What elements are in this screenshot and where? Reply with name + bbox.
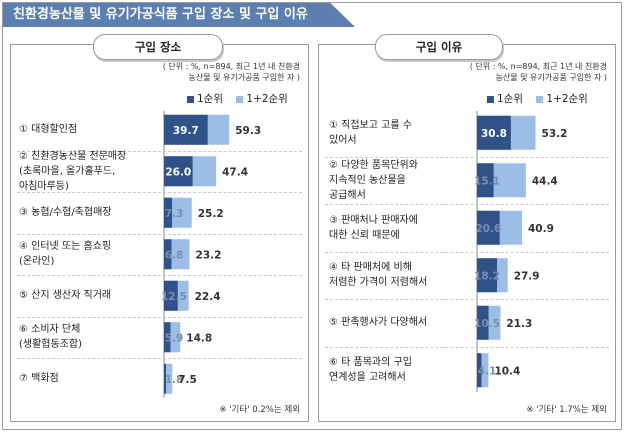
category-label: ③ 판매처나 판매자에 대한 신뢰 때문에 <box>329 214 418 241</box>
category-label: ⑤ 산지 생산자 직거래 <box>19 290 112 302</box>
bar-first <box>477 115 511 150</box>
value-label-total: 23.2 <box>196 249 222 261</box>
value-label-total: 44.4 <box>532 175 558 187</box>
value-label-first: 1.8 <box>165 374 184 386</box>
legend-swatch <box>487 95 494 103</box>
legend-item-first: 1순위 <box>487 91 523 106</box>
bar-first <box>164 114 208 145</box>
row-divider <box>17 233 302 235</box>
category-label: ④ 인터넷 또는 홈쇼핑 (온라인) <box>19 241 112 268</box>
legend-label: 1순위 <box>197 93 224 105</box>
bar-first <box>164 363 166 394</box>
legend: 1순위 1+2순위 <box>477 91 588 106</box>
bar-first <box>477 353 482 388</box>
bar-first <box>477 210 500 245</box>
bar-first <box>164 239 172 270</box>
purchase-reason-panel: 구입 이유 ( 단위 : %, n=894, 최근 1년 내 친환경 농산물 및… <box>318 34 616 422</box>
value-label-first: 26.0 <box>165 166 191 178</box>
row-divider <box>325 251 609 253</box>
legend-item-total: 1+2순위 <box>536 91 588 106</box>
legend: 1순위 1+2순위 <box>177 91 288 106</box>
category-label: ③ 농협/수협/축협매장 <box>19 207 112 219</box>
unit-note-line: ( 단위 : %, n=894, 최근 1년 내 친환경 <box>162 62 300 71</box>
page-title: 친환경농산물 및 유기가공식품 구입 장소 및 구입 이유 <box>3 3 355 27</box>
value-label-total: 22.4 <box>195 291 221 303</box>
row-divider <box>17 275 302 276</box>
unit-note-line: ( 단위 : %, n=894, 최근 1년 내 친환경 <box>469 62 607 71</box>
category-label: ② 친환경농산물 전문매장 (초록마을, 올가홀푸드, 아침마루등) <box>19 150 127 192</box>
row-divider <box>17 150 302 152</box>
value-label-total: 59.3 <box>235 125 261 137</box>
value-label-total: 14.8 <box>186 332 212 344</box>
legend-item-first: 1순위 <box>187 91 223 106</box>
value-label-total: 21.3 <box>506 318 532 330</box>
unit-note: ( 단위 : %, n=894, 최근 1년 내 친환경 농산물 및 유기가공품… <box>357 61 607 83</box>
category-label: ② 다양한 품목단위와 지속적인 농산물을 공급해서 <box>329 159 418 201</box>
bar-chart-svg: 30.8 53.2 15.1 44.4 20.6 40.9 18.2 27.9 10.5 21.3… <box>474 111 568 392</box>
panel-title: 구입 이유 <box>375 34 503 60</box>
legend-item-total: 1+2순위 <box>236 91 288 106</box>
value-label-total: 25.2 <box>198 208 224 220</box>
bar-first <box>164 197 173 228</box>
value-label-total: 7.5 <box>178 374 197 386</box>
category-label: ⑦ 백화점 <box>19 373 59 385</box>
bar-total <box>477 353 489 388</box>
value-label-first: 12.5 <box>161 291 187 303</box>
legend-label: 1+2순위 <box>246 93 288 105</box>
value-label-first: 39.7 <box>173 125 199 137</box>
category-label: ① 대형할인점 <box>19 124 78 136</box>
value-label-first: 20.6 <box>475 223 501 235</box>
value-label-total: 10.4 <box>494 365 520 377</box>
unit-note-line: 농산물 및 유기가공품 구입한 자 ) <box>188 73 300 82</box>
row-divider <box>325 204 609 205</box>
bar-chart-svg: 39.7 59.3 26.0 47.4 7.3 25.2 6.8 23.2 12.5 22.4 5.… <box>161 111 261 398</box>
legend-swatch <box>187 95 194 103</box>
value-label-first: 30.8 <box>481 128 507 140</box>
bar-first <box>164 322 171 353</box>
row-divider <box>325 156 609 158</box>
row-divider <box>17 192 302 193</box>
unit-note-line: 농산물 및 유기가공품 구입한 자 ) <box>495 73 607 82</box>
value-label-first: 4.1 <box>478 365 497 377</box>
bar-first <box>477 258 498 293</box>
value-label-total: 40.9 <box>528 223 554 235</box>
category-label: ⑤ 판촉행사가 다양해서 <box>329 317 428 329</box>
panel-title: 구입 장소 <box>93 34 223 60</box>
value-label-total: 53.2 <box>542 128 568 140</box>
legend-swatch <box>536 95 544 103</box>
category-label: ④ 타 판매처에 비해 저렴한 가격이 저렴해서 <box>329 262 428 289</box>
bar-first <box>477 163 494 198</box>
footnote: ※ '기타' 1.7%는 제외 <box>526 405 607 415</box>
purchase-place-panel: 구입 장소 ( 단위 : %, n=894, 최근 1년 내 친환경 농산물 및… <box>10 34 309 422</box>
unit-note: ( 단위 : %, n=894, 최근 1년 내 친환경 농산물 및 유기가공품… <box>50 61 300 83</box>
row-divider <box>325 346 609 348</box>
bar-first <box>477 305 489 340</box>
value-label-total: 47.4 <box>222 166 248 178</box>
value-label-first: 18.2 <box>474 270 500 282</box>
bar-first <box>164 280 178 311</box>
legend-swatch <box>236 95 244 103</box>
row-divider <box>17 358 302 359</box>
footnote: ※ '기타' 0.2%는 제외 <box>219 405 300 415</box>
value-label-first: 15.1 <box>474 175 500 187</box>
category-label: ⑥ 소비자 단체 (생활협동조합) <box>19 324 83 351</box>
category-label: ⑥ 타 품목과의 구입 연계성을 고려해서 <box>329 357 412 384</box>
row-divider <box>17 316 302 318</box>
value-label-first: 7.3 <box>165 208 184 220</box>
bar-total <box>164 363 173 394</box>
bar-first <box>164 156 193 187</box>
value-label-first: 10.5 <box>474 318 500 330</box>
value-label-first: 5.9 <box>165 332 184 344</box>
legend-label: 1+2순위 <box>546 93 588 105</box>
legend-label: 1순위 <box>497 93 524 105</box>
category-label: ① 직접보고 고를 수 있어서 <box>329 119 412 146</box>
value-label-total: 27.9 <box>514 270 540 282</box>
value-label-first: 6.8 <box>165 249 184 261</box>
row-divider <box>325 299 609 300</box>
